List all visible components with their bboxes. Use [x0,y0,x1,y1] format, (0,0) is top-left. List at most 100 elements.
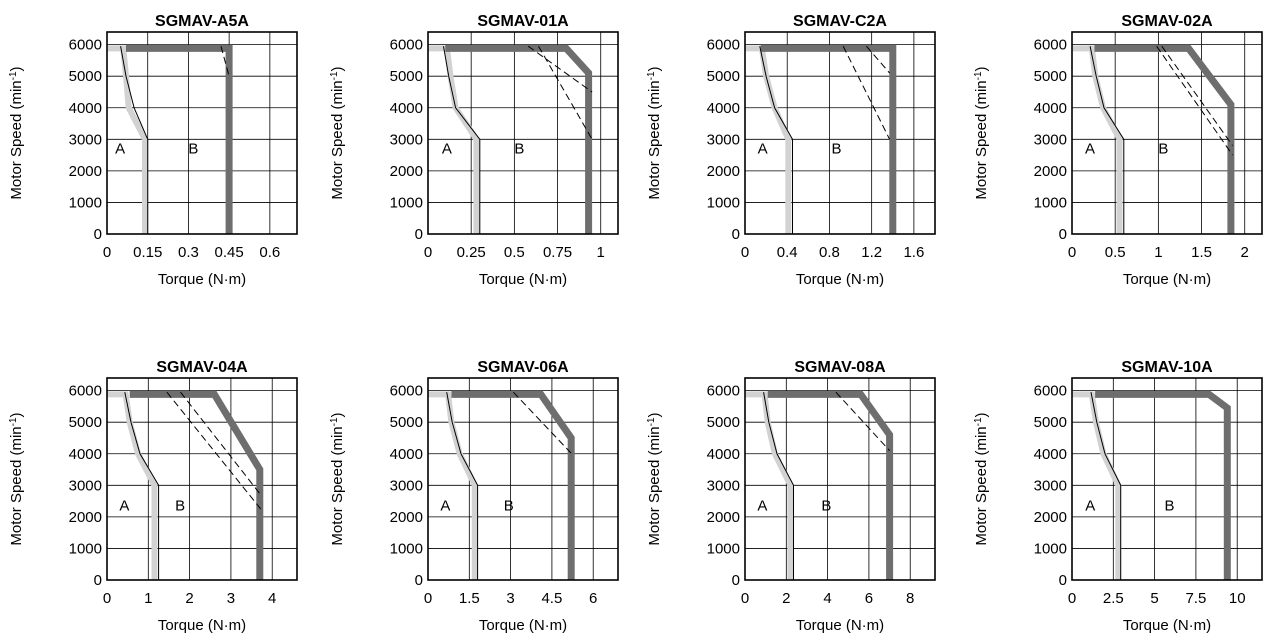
y-tick-label: 6000 [707,37,740,54]
chart-title: SGMAV-04A [156,359,248,376]
y-tick-label: 3000 [707,131,740,148]
grid [744,378,935,581]
x-tick-label: 2 [782,590,790,607]
series-line-thin [120,46,149,234]
y-axis-label-text: Motor Speed (min [646,426,663,545]
x-tick-label: 0 [424,590,432,607]
x-tick-label: 1.2 [861,244,882,261]
x-tick-label: 2.5 [1103,590,1124,607]
y-tick-label: 4000 [707,100,740,117]
x-tick-label: 7.5 [1185,590,1206,607]
y-axis-label: Motor Speed (min-1) [646,412,664,545]
x-tick-label: 10 [1229,590,1246,607]
x-tick-label: 3 [227,590,235,607]
y-tick-label: 5000 [69,414,102,431]
y-tick-label: 5000 [69,68,102,85]
y-axis-label: Motor Speed (min-1) [8,66,26,199]
y-tick-label: 4000 [1034,100,1067,117]
region-label: A [119,498,129,515]
x-tick-label: 0.6 [259,244,280,261]
y-tick-label: 2000 [69,163,102,180]
y-tick-label: 2000 [1034,163,1067,180]
x-tick-label: 1 [144,590,152,607]
y-axis-label: Motor Speed (min-1) [8,412,26,545]
region-label: A [758,141,768,158]
chart-title: SGMAV-06A [477,359,569,376]
y-tick-label: 4000 [390,446,423,463]
plot-frame [427,377,619,581]
chart-panel: SGMAV-10A A B 0 1000 2000 3000 4000 5000 6000 0 2.5… [973,359,1263,634]
y-axis-label-close: ) [329,412,346,417]
series-line-thin [759,46,793,234]
y-axis-label-superscript: -1 [973,71,984,80]
region-label: A [757,498,767,515]
series-line-dark [445,44,593,234]
region-label: A [1085,498,1095,515]
series-line-dash [835,391,890,451]
chart-title: SGMAV-A5A [155,13,249,30]
x-tick-label: 2 [1241,244,1249,261]
plot-frame [1071,31,1263,235]
y-tick-label: 0 [1059,572,1067,589]
y-axis-label-text: Motor Speed (min [329,426,346,545]
chart-panel: SGMAV-02A A B 0 1000 2000 3000 4000 5000 6000 0 0.5… [973,13,1263,288]
series-line-dash [513,391,573,455]
series-line-dash [166,391,262,510]
grid [1071,378,1262,581]
x-tick-label: 0.3 [178,244,199,261]
region-label: B [504,498,514,515]
plot-frame [106,377,298,581]
y-axis-label-superscript: -1 [646,71,657,80]
x-tick-label: 0.4 [777,244,798,261]
plot-frame [427,31,619,235]
y-tick-label: 1000 [1034,540,1067,557]
region-label: A [442,141,452,158]
y-tick-label: 4000 [1034,446,1067,463]
chart-panel: SGMAV-08A A B 0 1000 2000 3000 4000 5000 6000 0 2 4 6… [646,359,936,634]
y-tick-label: 1000 [69,540,102,557]
x-tick-label: 0.75 [543,244,572,261]
y-axis-label-superscript: -1 [8,71,19,80]
y-tick-label: 3000 [390,131,423,148]
region-label: B [1165,498,1175,515]
series-line-dash [527,45,593,93]
x-axis-label: Torque (N·m) [1123,271,1211,288]
y-tick-label: 2000 [1034,509,1067,526]
x-tick-label: 4 [823,590,831,607]
y-tick-label: 2000 [707,163,740,180]
y-axis-label-close: ) [329,66,346,71]
y-tick-label: 6000 [1034,383,1067,400]
y-tick-label: 3000 [707,477,740,494]
y-axis-label-superscript: -1 [329,417,340,426]
series-line-dark [126,44,233,234]
series-line-dash [1156,45,1234,156]
y-tick-label: 6000 [707,383,740,400]
x-tick-label: 0.45 [215,244,244,261]
y-axis-label-superscript: -1 [8,417,19,426]
y-tick-label: 0 [94,572,102,589]
y-tick-label: 2000 [69,509,102,526]
y-tick-label: 1000 [390,194,423,211]
x-tick-label: 0 [741,590,749,607]
series-line-thin [1089,46,1125,234]
x-tick-label: 4.5 [541,590,562,607]
x-axis-label: Torque (N·m) [158,271,246,288]
y-tick-label: 3000 [1034,131,1067,148]
series-line-thin [124,392,160,580]
series-line-thin [763,392,794,580]
chart-title: SGMAV-01A [477,13,569,30]
y-tick-label: 5000 [707,414,740,431]
x-tick-label: 2 [185,590,193,607]
x-axis-label: Torque (N·m) [1123,617,1211,634]
series-line-dark [760,44,897,234]
series-line-dark [451,390,575,580]
region-label: A [115,141,125,158]
chart-panel: SGMAV-A5A A B 0 1000 2000 3000 4000 5000 6000 0 0.1… [8,13,298,288]
region-label: B [188,141,198,158]
plot-frame [744,31,936,235]
x-tick-label: 1.5 [459,590,480,607]
y-tick-label: 3000 [69,131,102,148]
y-tick-label: 0 [732,572,740,589]
y-tick-label: 3000 [390,477,423,494]
y-tick-label: 6000 [1034,37,1067,54]
